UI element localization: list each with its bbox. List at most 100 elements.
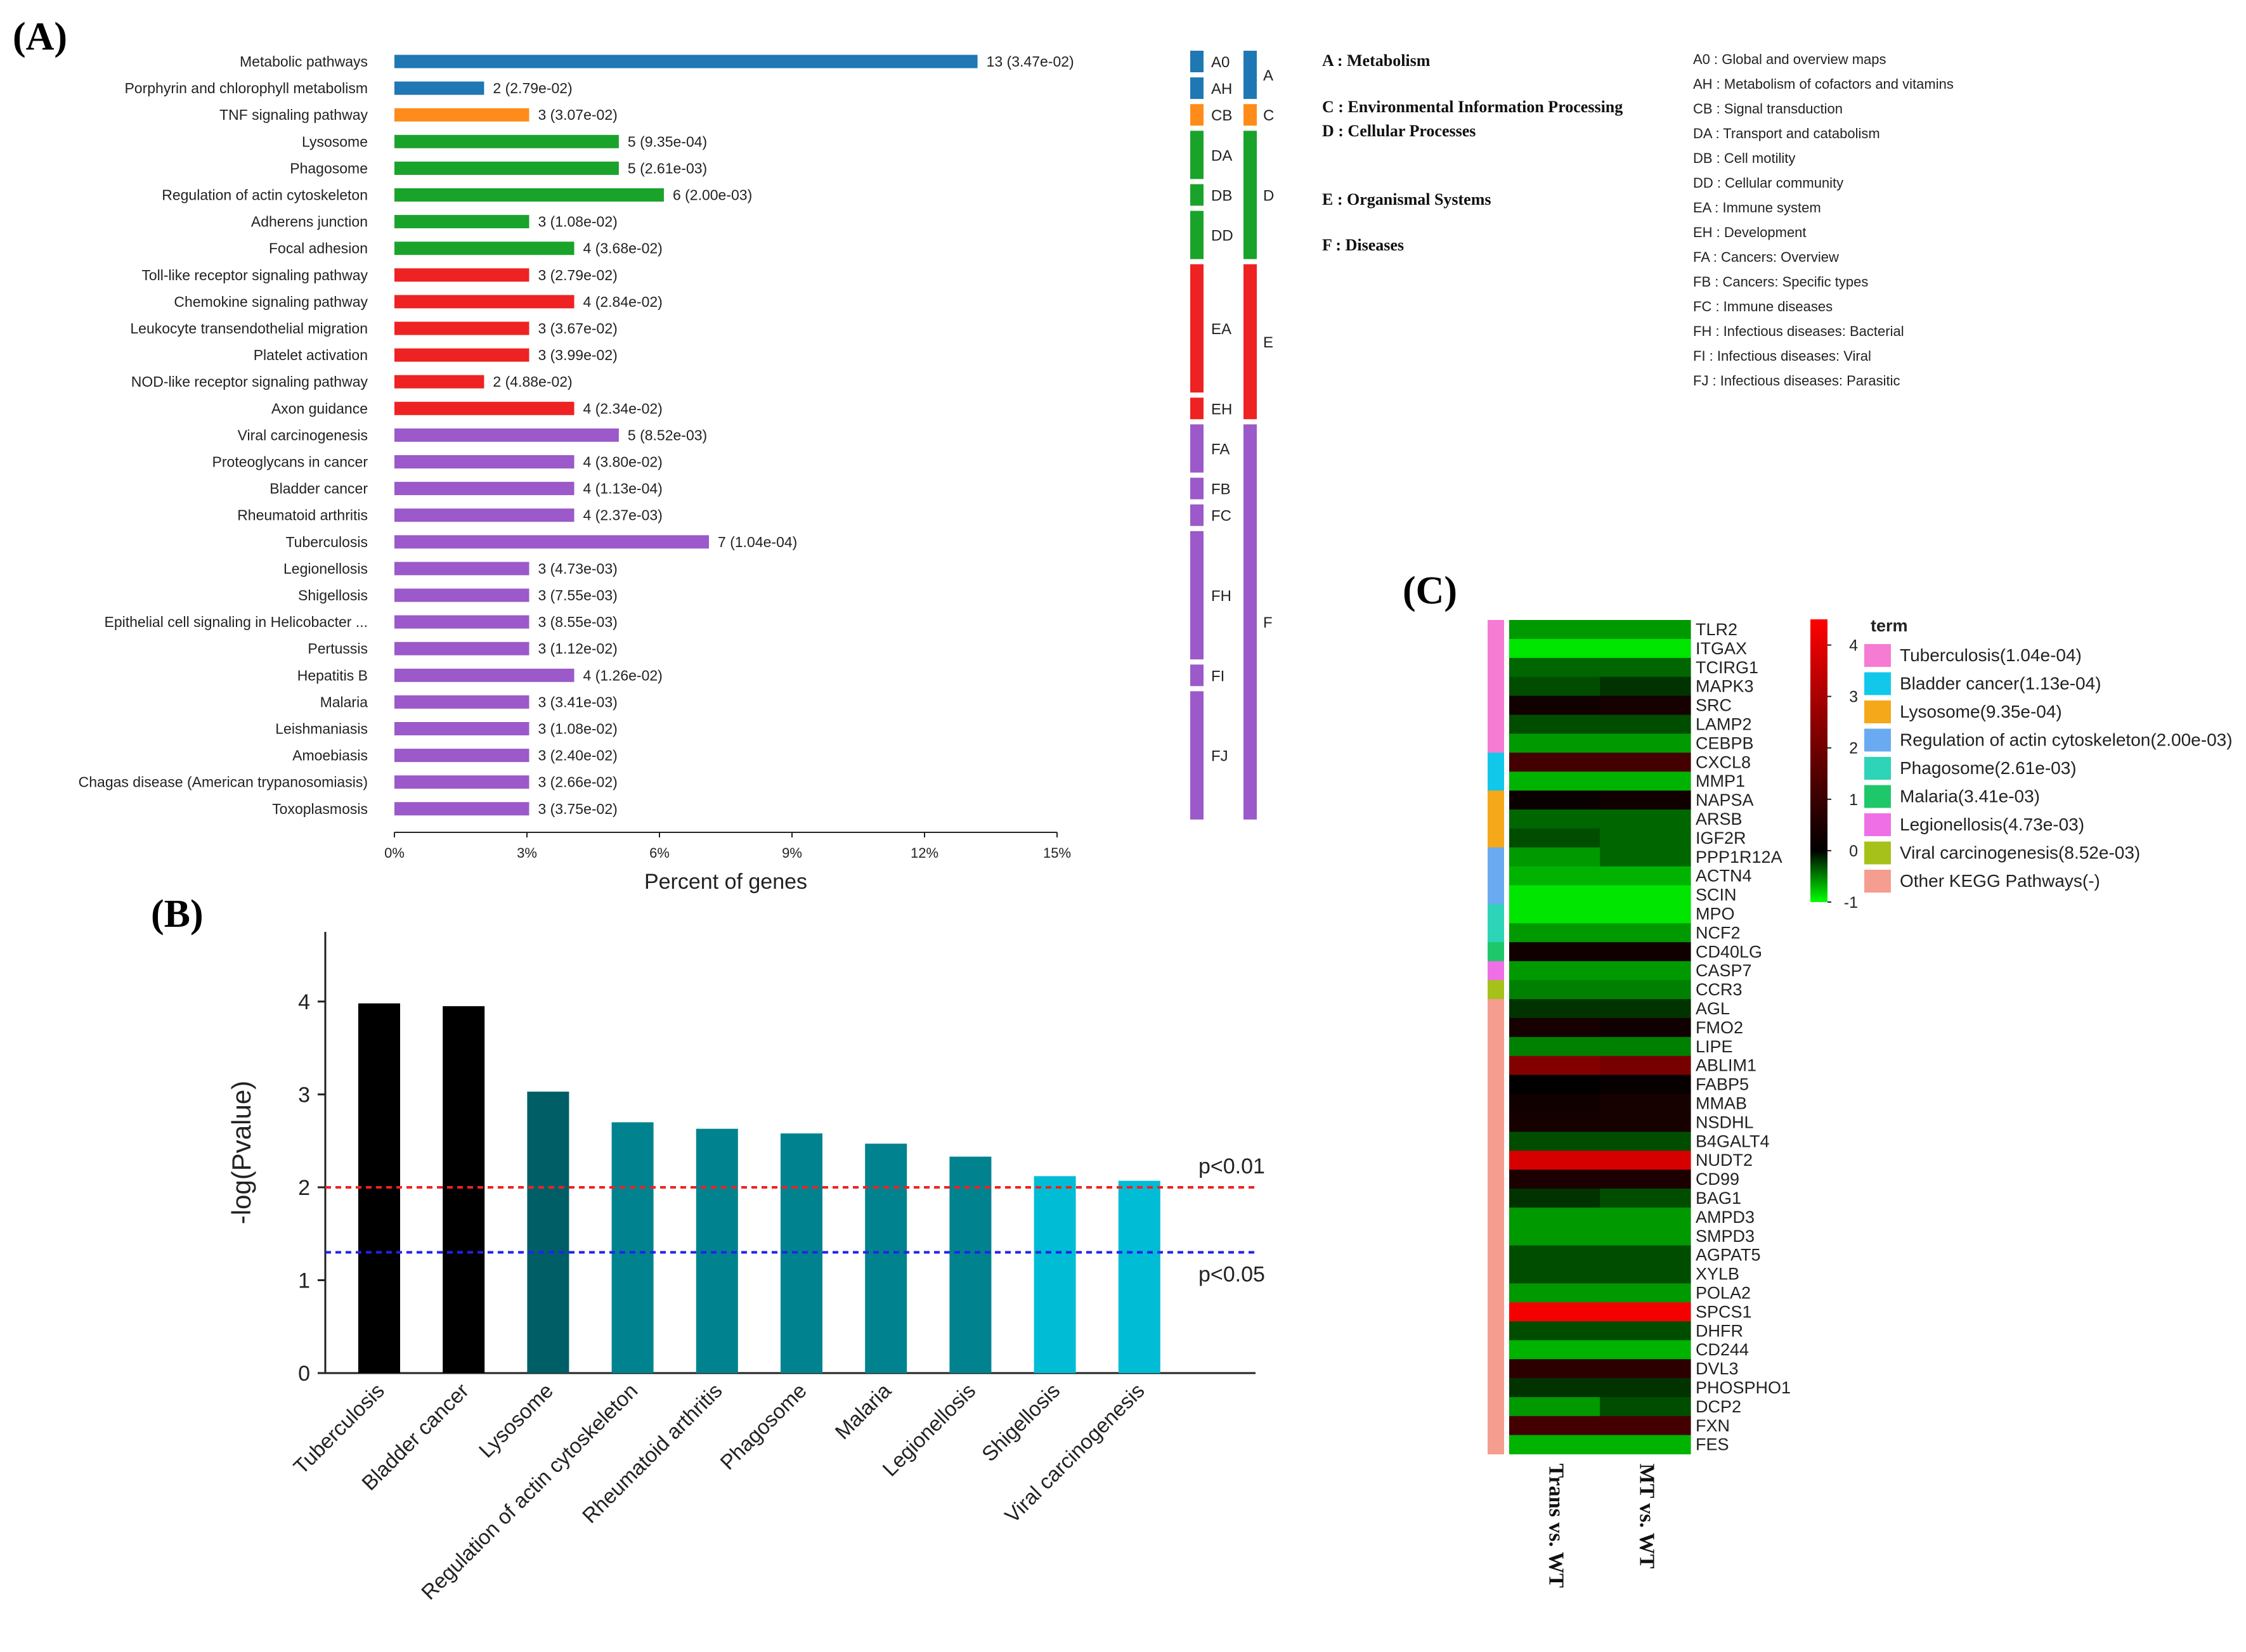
heatmap-cell (1509, 1113, 1600, 1132)
subclass-legend-entry: DA : Transport and catabolism (1693, 126, 1880, 141)
heatmap-cell (1509, 847, 1600, 867)
subclass-legend-entry: FB : Cancers: Specific types (1693, 274, 1868, 290)
bar-value-label: 3 (8.55e-03) (538, 614, 617, 630)
heatmap-cell (1600, 1207, 1691, 1227)
heatmap-cell (1600, 1170, 1691, 1189)
bar (394, 535, 710, 549)
panel-label-b: (B) (151, 893, 204, 936)
subclass-strip (1190, 477, 1204, 500)
bar (1034, 1176, 1076, 1373)
heatmap-cell (1600, 961, 1691, 981)
gene-label: AGL (1696, 999, 1730, 1018)
subclass-legend-entry: FH : Infectious diseases: Bacterial (1693, 323, 1904, 339)
heatmap-cell (1509, 1226, 1600, 1246)
x-tick-label: Malaria (830, 1378, 895, 1443)
y-axis-title: -log(Pvalue) (226, 1081, 256, 1224)
subclass-legend-entry: AH : Metabolism of cofactors and vitamin… (1693, 76, 1954, 92)
term-strip-cell (1488, 1226, 1504, 1246)
subclass-strip (1190, 664, 1204, 687)
gene-label: POLA2 (1696, 1284, 1751, 1303)
heatmap-cell (1600, 1094, 1691, 1113)
panel-a-kegg-classification: Metabolic pathways 13 (3.47e-02) Porphyrin… (79, 51, 1954, 894)
heatmap-cell (1600, 942, 1691, 962)
subclass-strip (1190, 51, 1204, 72)
category-label: Regulation of actin cytoskeleton (162, 187, 368, 203)
gene-label: FES (1696, 1435, 1729, 1454)
heatmap-cell (1509, 1302, 1600, 1322)
subclass-legend-entry: A0 : Global and overview maps (1693, 51, 1886, 67)
heatmap-cell (1509, 1189, 1600, 1208)
term-strip-cell (1488, 791, 1504, 810)
bar (394, 588, 529, 602)
bar (394, 348, 529, 362)
subclass-strip (1190, 104, 1204, 126)
bar (394, 428, 619, 442)
category-label: Malaria (320, 694, 368, 710)
heatmap-cell (1600, 771, 1691, 791)
gene-label: PHOSPHO1 (1696, 1378, 1791, 1397)
heatmap-cell (1600, 923, 1691, 943)
heatmap-cell (1600, 1264, 1691, 1284)
heatmap-cell (1509, 771, 1600, 791)
class-legend-entry: F : Diseases (1322, 236, 1404, 254)
gene-label: FABP5 (1696, 1075, 1749, 1094)
threshold-label: p<0.01 (1198, 1154, 1265, 1178)
subclass-legend-entry: FJ : Infectious diseases: Parasitic (1693, 373, 1900, 389)
heatmap-cell (1509, 999, 1600, 1019)
subclass-strip (1190, 184, 1204, 206)
category-label: Epithelial cell signaling in Helicobacte… (105, 614, 368, 630)
heatmap-cell (1600, 1302, 1691, 1322)
heatmap-cell (1600, 1340, 1691, 1360)
gene-label: BAG1 (1696, 1189, 1741, 1208)
gene-label: IGF2R (1696, 829, 1746, 848)
heatmap-cell (1509, 791, 1600, 810)
term-strip-cell (1488, 1113, 1504, 1132)
term-strip-cell (1488, 657, 1504, 678)
subclass-code: DD (1211, 228, 1233, 245)
bar-value-label: 3 (1.08e-02) (538, 214, 617, 230)
bar-value-label: 4 (1.26e-02) (583, 667, 663, 683)
heatmap-cell (1509, 980, 1600, 1000)
subclass-strip (1190, 264, 1204, 393)
heatmap-cell (1509, 1017, 1600, 1038)
gene-label: AGPAT5 (1696, 1246, 1761, 1265)
legend-title: term (1871, 616, 1908, 635)
colorbar-tick-label: 3 (1849, 688, 1858, 706)
heatmap-cell (1509, 1132, 1600, 1151)
class-strip (1243, 131, 1257, 259)
category-label: Legionellosis (283, 560, 368, 577)
subclass-code: FC (1211, 508, 1231, 525)
heatmap-cell (1600, 1055, 1691, 1076)
bar (394, 215, 529, 229)
gene-label: NAPSA (1696, 791, 1754, 810)
heatmap-cell (1509, 657, 1600, 678)
bar (394, 775, 529, 789)
heatmap-cell (1600, 1036, 1691, 1057)
bar (949, 1156, 992, 1373)
category-label: Bladder cancer (269, 481, 368, 497)
gene-label: PPP1R12A (1696, 848, 1782, 867)
heatmap-cell (1600, 1132, 1691, 1151)
heatmap-cell (1600, 828, 1691, 848)
bar-value-label: 7 (1.04e-04) (718, 534, 797, 550)
class-strip (1243, 264, 1257, 420)
bar-value-label: 4 (3.68e-02) (583, 240, 663, 257)
category-label: Chagas disease (American trypanosomiasis… (79, 774, 368, 791)
subclass-legend-entry: EA : Immune system (1693, 200, 1821, 216)
heatmap-cell (1600, 904, 1691, 924)
subclass-legend-entry: FC : Immune diseases (1693, 299, 1833, 314)
x-tick-label: Viral carcinogenesis (1000, 1379, 1149, 1528)
gene-label: CASP7 (1696, 961, 1752, 980)
heatmap-cell (1600, 657, 1691, 678)
subclass-code: FH (1211, 588, 1231, 605)
bar-value-label: 4 (3.80e-02) (583, 454, 663, 470)
panel-label-a: (A) (13, 15, 67, 58)
x-tick-label: 3% (517, 845, 537, 861)
x-tick-label: 9% (782, 845, 802, 861)
x-tick-label: Phagosome (715, 1379, 811, 1475)
subclass-code: A0 (1211, 54, 1230, 71)
x-axis-title: Percent of genes (644, 870, 807, 894)
gene-label: XYLB (1696, 1265, 1739, 1284)
y-tick-label: 2 (298, 1176, 310, 1200)
bar (865, 1144, 907, 1373)
